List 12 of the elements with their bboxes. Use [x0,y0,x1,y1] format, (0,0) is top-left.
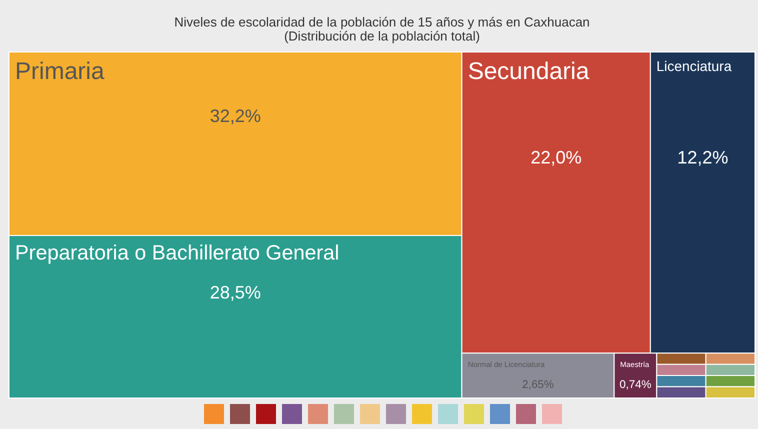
text: (Distribución de la población total) [284,28,480,44]
data-label: 0,74% [620,379,652,391]
category-label: Primaria [15,58,105,85]
data-label: 12,2% [677,147,728,168]
text: Niveles de escolaridad de la población de 15 años y más en Caxhuacan [174,14,590,30]
category-label: Preparatoria o Bachillerato General [15,242,340,265]
data-label: 2,65% [522,379,554,391]
category-label: Secundaria [468,58,590,85]
data-label: 28,5% [210,282,261,302]
data-label: 32,2% [210,106,261,126]
category-label: Licenciatura [656,58,732,74]
data-label: 22,0% [530,147,582,168]
